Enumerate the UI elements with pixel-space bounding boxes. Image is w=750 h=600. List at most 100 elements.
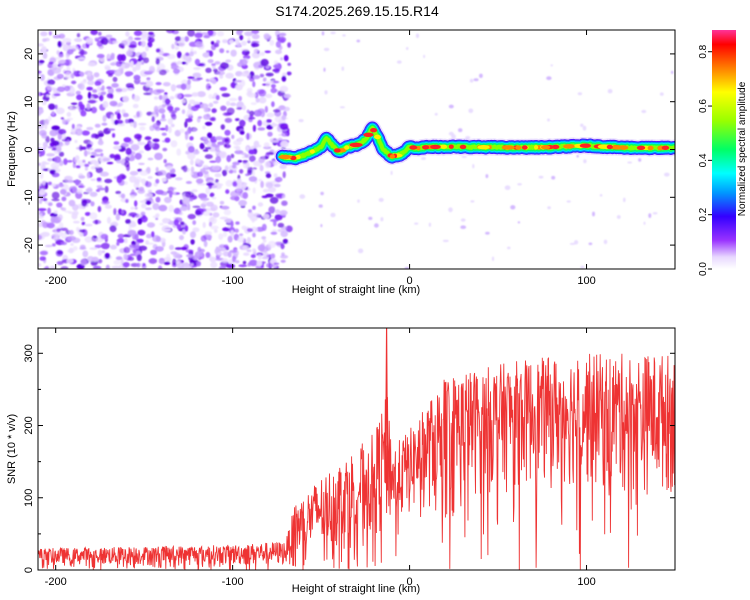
noise-speckle: [204, 121, 213, 126]
noise-speckle: [154, 108, 159, 114]
noise-speckle: [87, 256, 95, 262]
noise-speckle: [195, 158, 201, 164]
noise-speckle: [261, 156, 265, 161]
noise-speckle: [234, 260, 240, 264]
noise-speckle: [199, 142, 205, 150]
noise-speckle: [92, 89, 98, 93]
noise-speckle: [230, 220, 234, 228]
noise-speckle: [244, 31, 253, 37]
noise-speckle: [263, 33, 270, 39]
noise-speckle: [181, 99, 186, 103]
noise-speckle: [52, 140, 60, 146]
noise-speckle: [52, 62, 58, 68]
noise-speckle: [222, 39, 228, 44]
noise-speckle: [158, 204, 168, 212]
noise-speckle: [156, 63, 166, 71]
noise-speckle: [223, 143, 227, 148]
noise-speckle: [251, 42, 260, 48]
noise-speckle: [197, 246, 202, 253]
sparse-speckle: [485, 174, 489, 179]
noise-speckle: [104, 66, 111, 71]
noise-speckle: [186, 109, 194, 117]
noise-speckle: [173, 68, 180, 74]
noise-speckle: [46, 153, 55, 157]
noise-speckle: [280, 230, 289, 238]
noise-speckle: [132, 249, 137, 254]
noise-speckle: [115, 190, 122, 195]
noise-speckle: [287, 62, 292, 66]
noise-speckle: [98, 96, 103, 100]
snr-x-ticks: -200 -100 0 100: [45, 328, 596, 588]
noise-speckle: [233, 139, 242, 146]
noise-speckle: [242, 104, 246, 111]
sparse-speckle: [603, 239, 608, 245]
noise-speckle: [50, 216, 56, 224]
noise-speckle: [38, 129, 47, 136]
noise-speckle: [97, 140, 104, 146]
noise-speckle: [193, 50, 197, 55]
noise-speckle: [235, 146, 241, 151]
noise-speckle: [65, 119, 71, 123]
colorbar-label: Normalized spectral amplitude: [737, 81, 748, 216]
noise-speckle: [205, 187, 210, 195]
noise-speckle: [216, 40, 220, 44]
noise-speckle: [161, 132, 167, 136]
noise-speckle: [90, 166, 96, 170]
noise-speckle: [102, 115, 107, 122]
noise-speckle: [274, 214, 283, 221]
noise-speckle: [155, 48, 161, 53]
noise-speckle: [120, 193, 126, 199]
noise-speckle: [240, 48, 250, 52]
noise-speckle: [167, 186, 174, 194]
colorbar-tick-label: 0.6: [698, 99, 709, 113]
noise-speckle: [209, 192, 215, 198]
noise-speckle: [150, 249, 158, 255]
noise-speckle: [121, 175, 127, 179]
noise-speckle: [247, 37, 251, 43]
noise-speckle: [251, 34, 260, 40]
noise-speckle: [280, 140, 289, 148]
noise-speckle: [94, 80, 102, 86]
noise-speckle: [116, 109, 121, 113]
sparse-speckle: [491, 256, 495, 262]
noise-speckle: [112, 40, 119, 44]
noise-speckle: [248, 116, 256, 120]
noise-speckle: [235, 38, 240, 45]
noise-speckle: [38, 199, 43, 204]
noise-speckle: [281, 75, 287, 82]
noise-speckle: [45, 182, 49, 190]
noise-speckle: [262, 239, 267, 243]
sparse-speckle: [423, 54, 426, 59]
noise-speckle: [280, 259, 286, 263]
noise-speckle: [151, 231, 155, 238]
noise-speckle: [209, 117, 216, 121]
noise-speckle: [177, 60, 182, 65]
noise-speckle: [86, 126, 94, 131]
noise-speckle: [155, 58, 160, 65]
noise-speckle: [47, 202, 53, 207]
noise-speckle: [62, 44, 69, 52]
noise-speckle: [173, 191, 176, 195]
ridge-hotspot: [409, 145, 418, 150]
noise-speckle: [129, 244, 136, 248]
sparse-speckle: [485, 231, 490, 235]
noise-speckle: [252, 169, 255, 177]
noise-speckle: [68, 199, 76, 207]
noise-speckle: [273, 220, 277, 227]
noise-speckle: [227, 235, 233, 243]
noise-speckle: [218, 151, 227, 159]
noise-speckle: [147, 31, 154, 36]
noise-speckle: [231, 134, 235, 139]
sparse-speckle: [577, 92, 583, 96]
noise-speckle: [232, 255, 237, 263]
x-tick-label: -100: [222, 576, 244, 588]
noise-speckle: [215, 156, 222, 163]
noise-speckle: [159, 127, 166, 131]
ridge-hotspot: [333, 148, 341, 153]
noise-speckle: [211, 108, 217, 114]
noise-speckle: [200, 168, 206, 173]
noise-speckle: [129, 122, 134, 127]
noise-speckle: [88, 147, 94, 151]
noise-speckle: [181, 61, 187, 65]
sparse-speckle: [320, 224, 323, 228]
